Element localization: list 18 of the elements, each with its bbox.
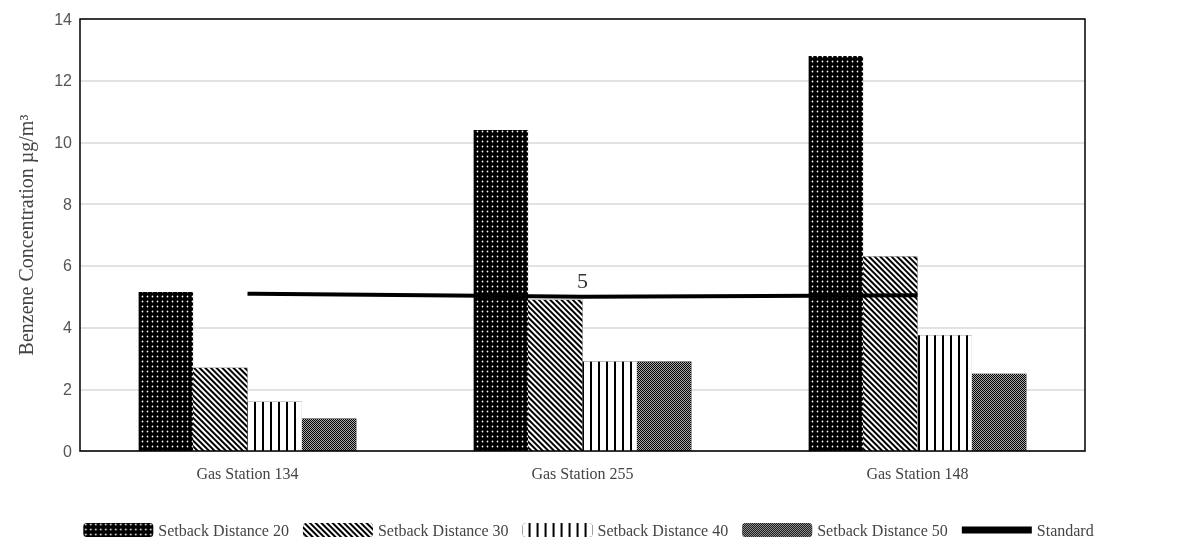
y-tick-label: 4: [63, 319, 73, 337]
y-tick-label: 14: [54, 10, 73, 28]
y-tick-label: 6: [63, 257, 73, 275]
x-tick-label: Gas Station 148: [866, 464, 969, 482]
x-tick-label: Gas Station 255: [531, 464, 634, 482]
legend-label: Setback Distance 20: [158, 521, 289, 539]
y-tick-label: 0: [63, 442, 73, 460]
y-tick-label: 2: [63, 380, 73, 398]
y-axis-title: Benzene Concentration µg/m³: [15, 114, 38, 356]
legend-label: Setback Distance 40: [597, 521, 729, 539]
y-tick-label: 12: [54, 72, 73, 90]
y-tick-label: 8: [63, 195, 73, 213]
legend-label: Setback Distance 50: [817, 521, 948, 539]
data-label: 5: [577, 268, 588, 294]
x-tick-label: Gas Station 134: [196, 464, 299, 482]
legend-label: Standard: [1036, 521, 1094, 539]
y-tick-label: 10: [54, 133, 73, 151]
legend-label: Setback Distance 30: [377, 521, 509, 539]
